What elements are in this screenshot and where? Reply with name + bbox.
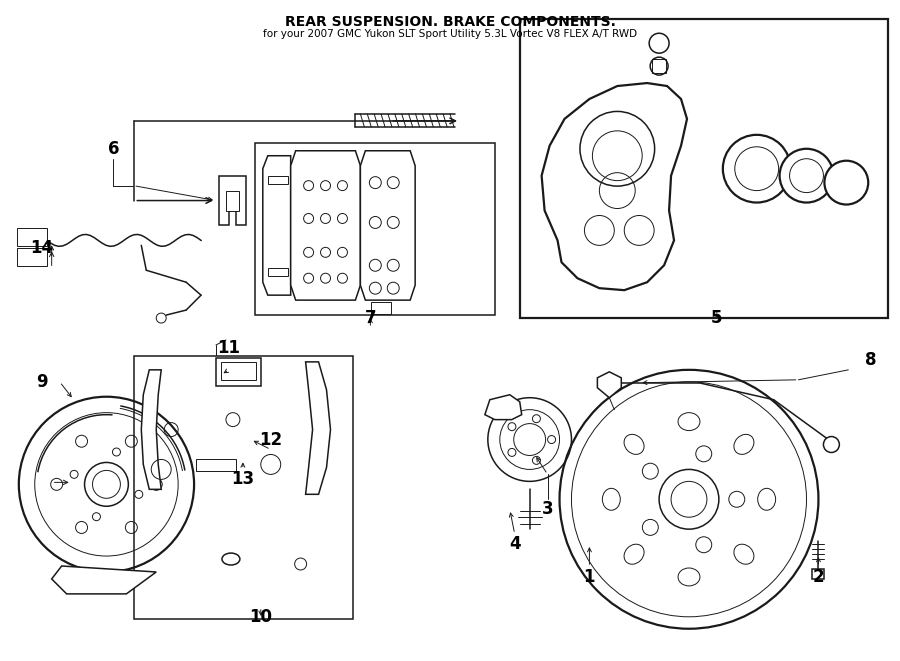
Text: 1: 1 bbox=[584, 568, 595, 586]
Polygon shape bbox=[291, 151, 360, 300]
Polygon shape bbox=[226, 190, 239, 210]
Bar bbox=[196, 459, 236, 471]
Text: 10: 10 bbox=[249, 608, 273, 626]
Bar bbox=[268, 176, 288, 184]
Bar bbox=[255, 143, 495, 315]
Circle shape bbox=[824, 161, 868, 204]
Text: 11: 11 bbox=[218, 339, 240, 357]
Polygon shape bbox=[542, 83, 687, 290]
Polygon shape bbox=[598, 372, 621, 398]
Text: 2: 2 bbox=[813, 568, 824, 586]
Polygon shape bbox=[485, 395, 522, 420]
Bar bbox=[813, 569, 824, 579]
Circle shape bbox=[723, 135, 790, 202]
Bar bbox=[519, 19, 888, 318]
Polygon shape bbox=[360, 151, 415, 300]
Text: 4: 4 bbox=[508, 535, 520, 553]
Bar bbox=[216, 358, 261, 386]
Text: 6: 6 bbox=[108, 139, 119, 158]
Polygon shape bbox=[141, 370, 161, 489]
Bar bbox=[221, 362, 256, 380]
Bar bbox=[134, 356, 354, 619]
Text: 7: 7 bbox=[364, 309, 376, 327]
Bar bbox=[652, 59, 666, 73]
Bar bbox=[17, 249, 47, 266]
Circle shape bbox=[824, 436, 840, 453]
Bar bbox=[268, 268, 288, 276]
Text: REAR SUSPENSION. BRAKE COMPONENTS.: REAR SUSPENSION. BRAKE COMPONENTS. bbox=[284, 15, 616, 29]
Text: 14: 14 bbox=[31, 239, 53, 257]
Text: 9: 9 bbox=[36, 373, 48, 391]
Bar bbox=[372, 302, 392, 314]
Text: 8: 8 bbox=[866, 351, 877, 369]
Text: 13: 13 bbox=[231, 471, 255, 488]
Polygon shape bbox=[219, 176, 246, 225]
Polygon shape bbox=[51, 566, 157, 594]
Text: 3: 3 bbox=[542, 500, 554, 518]
Text: 12: 12 bbox=[259, 430, 283, 449]
Circle shape bbox=[779, 149, 833, 202]
Text: for your 2007 GMC Yukon SLT Sport Utility 5.3L Vortec V8 FLEX A/T RWD: for your 2007 GMC Yukon SLT Sport Utilit… bbox=[263, 29, 637, 39]
Bar bbox=[17, 229, 47, 247]
Polygon shape bbox=[263, 156, 291, 295]
Text: 5: 5 bbox=[711, 309, 723, 327]
Polygon shape bbox=[306, 362, 330, 494]
